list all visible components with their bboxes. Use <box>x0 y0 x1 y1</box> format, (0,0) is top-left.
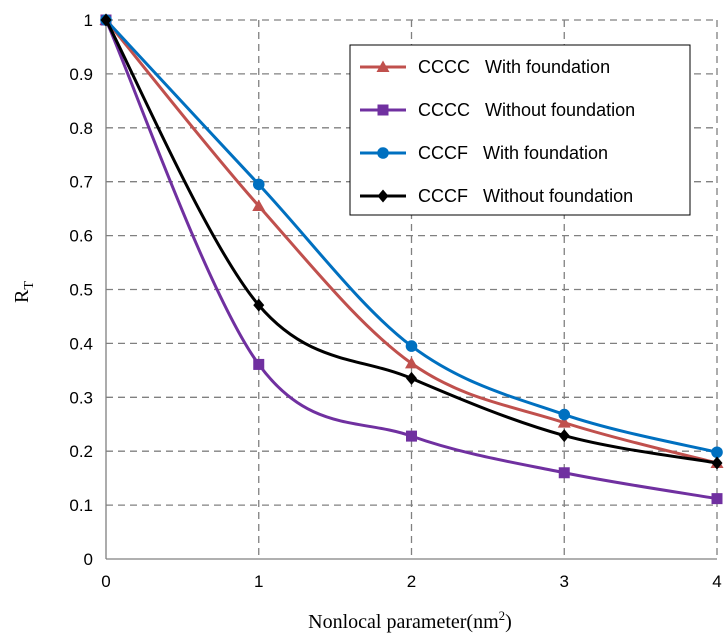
axes <box>105 20 717 560</box>
data-point-diamond <box>100 13 112 27</box>
tick-labels: 0 0.1 0.2 0.3 0.4 0.5 0.6 0.7 0.8 0.9 1 0 1 2 3 4 <box>69 11 721 591</box>
legend-box <box>349 44 691 216</box>
y-tick-label: 0 <box>84 550 93 569</box>
x-axis-label: Nonlocal parameter(nm2) <box>308 608 512 633</box>
legend-entry: CCCF With foundation <box>360 143 608 163</box>
y-tick-label: 0.3 <box>69 388 93 407</box>
x-tick-label: 2 <box>407 572 416 591</box>
legend: CCCC With foundation CCCC Without foundat… <box>349 44 691 216</box>
data-point-circle <box>405 340 418 352</box>
legend-entry: CCCC Without foundation <box>360 100 635 120</box>
data-point-square <box>406 430 417 442</box>
data-point-square <box>253 358 265 370</box>
y-tick-label: 0.9 <box>69 65 93 84</box>
legend-entry: CCCF Without foundation <box>360 186 633 206</box>
legend-label: CCCC Without foundation <box>418 100 635 120</box>
y-tick-label: 0.4 <box>69 334 93 353</box>
x-tick-label: 3 <box>560 572 569 591</box>
series-line <box>104 18 718 454</box>
data-point-diamond <box>253 298 265 312</box>
legend-label: CCCF Without foundation <box>418 186 633 206</box>
y-axis-label: RT <box>11 281 37 303</box>
series-line <box>104 19 718 465</box>
series-line <box>104 19 718 465</box>
legend-marker-circle <box>377 147 389 159</box>
y-tick-label: 1 <box>84 11 93 30</box>
series-layer <box>99 13 724 505</box>
x-tick-label: 4 <box>712 572 721 591</box>
data-point-square <box>711 493 723 505</box>
y-tick-label: 0.8 <box>69 119 93 138</box>
data-point-triangle <box>405 356 418 369</box>
data-point-triangle <box>557 416 571 428</box>
data-point-square <box>558 467 570 479</box>
y-tick-label: 0.7 <box>69 173 93 192</box>
data-point-circle <box>252 178 265 191</box>
data-point-diamond <box>558 429 570 443</box>
legend-marker-diamond <box>377 189 389 203</box>
data-point-diamond <box>711 456 723 470</box>
y-tick-label: 0.6 <box>69 227 93 246</box>
y-tick-label: 0.1 <box>69 496 93 515</box>
series-line <box>104 19 718 501</box>
legend-marker-triangle <box>376 60 390 72</box>
data-point-diamond <box>406 371 417 385</box>
legend-entry: CCCC With foundation <box>360 57 610 77</box>
x-tick-label: 1 <box>254 572 263 591</box>
legend-label: CCCF With foundation <box>418 143 608 163</box>
legend-marker-square <box>377 104 389 116</box>
data-point-triangle <box>252 199 266 211</box>
data-point-circle <box>711 446 723 459</box>
legend-label: CCCC With foundation <box>418 57 610 77</box>
y-tick-label: 0.2 <box>69 442 93 461</box>
x-tick-label: 0 <box>101 572 110 591</box>
y-tick-label: 0.5 <box>69 281 93 300</box>
data-point-circle <box>558 408 571 421</box>
series-3 <box>100 13 723 470</box>
